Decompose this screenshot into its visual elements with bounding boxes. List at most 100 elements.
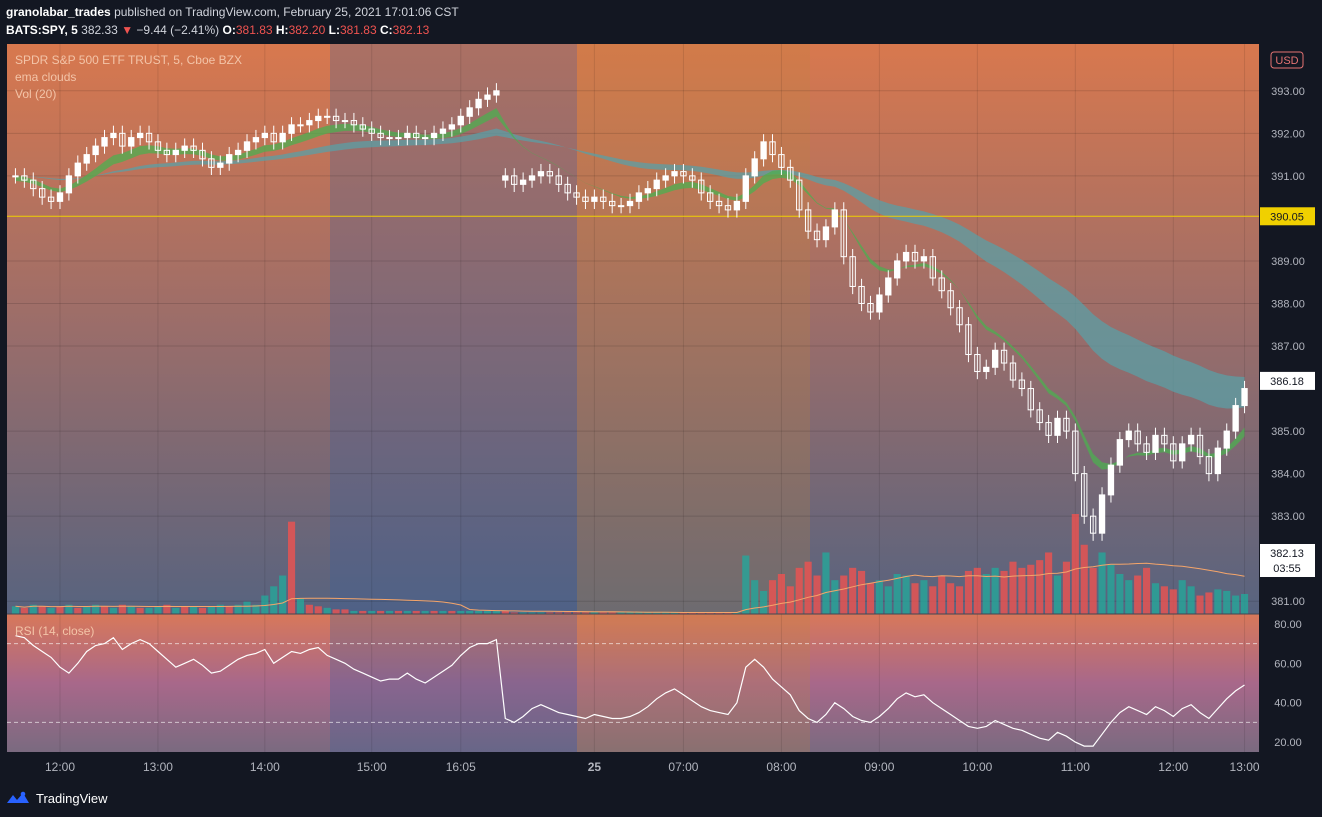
candle-body [466,107,473,117]
candle-body [439,128,447,134]
volume-bar [323,607,331,614]
candle-body [617,205,625,208]
price-tick-label: 383.00 [1271,511,1305,523]
candle-body [769,141,776,156]
last-price-tag: 386.18 [1270,376,1304,388]
candle-body [136,132,144,139]
session-shade-afterhours [330,44,577,752]
volume-bar [234,604,242,614]
volume-bar [1009,561,1017,614]
volume-bar [403,610,411,614]
author-name[interactable]: granolabar_trades [6,5,111,19]
volume-bar [1027,564,1035,614]
time-tick-label: 25 [588,760,602,774]
candle-body [47,196,55,202]
volume-bar [1053,575,1062,614]
price-tick-label: 392.00 [1271,128,1305,140]
volume-bar [982,574,990,614]
legend-volume[interactable]: Vol (20) [15,87,56,101]
volume-bar [1134,575,1142,614]
candle-body [475,98,482,109]
volume-bar [688,612,696,614]
candle-body [1089,515,1097,534]
candle-body [867,302,874,313]
legend-ema[interactable]: ema clouds [15,70,76,84]
candle-body [83,154,90,164]
volume-bar [644,612,652,614]
candle-body [804,209,812,232]
candle-body [1179,443,1186,462]
time-axis[interactable] [7,752,1316,782]
candle-body [822,226,830,241]
candle-body [1205,456,1213,475]
volume-bars [11,514,1249,614]
price-tick-label: 381.00 [1271,596,1305,608]
volume-bar [724,612,732,614]
price-change: −9.44 (−2.41%) [136,23,220,37]
volume-bar [1125,580,1133,614]
volume-bar [804,561,812,614]
candle-body [564,183,571,194]
volume-bar [1240,594,1249,614]
candle-body [1223,430,1230,449]
publish-header: granolabar_trades published on TradingVi… [6,4,459,20]
time-tick-label: 13:00 [1230,760,1260,774]
time-tick-label: 09:00 [864,760,894,774]
volume-bar [475,610,483,614]
volume-bar [74,607,82,614]
volume-bar [296,598,305,614]
candle-body [324,115,331,118]
rsi-tick-label: 60.00 [1274,658,1302,670]
footer-brand[interactable]: TradingView [6,790,108,806]
candle-body [662,175,669,181]
candle-body [413,132,420,139]
candle-body [279,132,286,143]
price-tick-label: 389.00 [1271,256,1305,268]
time-tick-label: 16:05 [446,760,476,774]
candle-body [1009,362,1017,381]
candle-body [190,145,197,151]
candle-body [511,175,518,185]
candle-body [698,179,705,194]
volume-bar [492,610,500,614]
volume-bar [626,612,634,614]
candle-body [484,94,491,100]
candle-body [956,307,963,326]
candle-body [21,175,28,181]
candle-body [12,175,19,178]
price-axis[interactable] [1259,44,1316,752]
legend-rsi[interactable]: RSI (14, close) [15,624,94,638]
legend-main[interactable]: SPDR S&P 500 ETF TRUST, 5, Cboe BZX [15,53,242,67]
bar-countdown-tag: 03:55 [1273,563,1301,575]
volume-bar [225,606,233,614]
volume-bar [198,607,207,614]
candle-body [332,115,340,122]
candle-body [600,196,607,202]
volume-ma-line [15,562,1245,613]
candle-body [128,137,135,147]
candle-body [831,209,839,228]
close-value: 382.13 [392,23,430,37]
high-label: H: [275,23,289,37]
candle-body [974,354,981,373]
volume-bar [287,521,296,614]
volume-bar [991,567,999,614]
candle-body [217,162,224,168]
candle-body [626,200,634,207]
currency-badge[interactable] [1270,51,1304,69]
candle-body [1196,434,1204,458]
candle-body [858,285,865,304]
price-tick-label: 391.00 [1271,171,1305,183]
rsi-tick-label: 20.00 [1274,737,1302,749]
candle-body [226,154,233,164]
volume-bar [813,575,821,614]
tradingview-logo-icon [7,791,29,803]
candle-body [172,149,179,156]
currency-label: USD [1275,55,1298,67]
candle-body [181,145,188,151]
volume-bar [56,606,64,614]
volume-bar [537,612,545,614]
candle-body [65,175,73,194]
candle-body [751,158,758,177]
